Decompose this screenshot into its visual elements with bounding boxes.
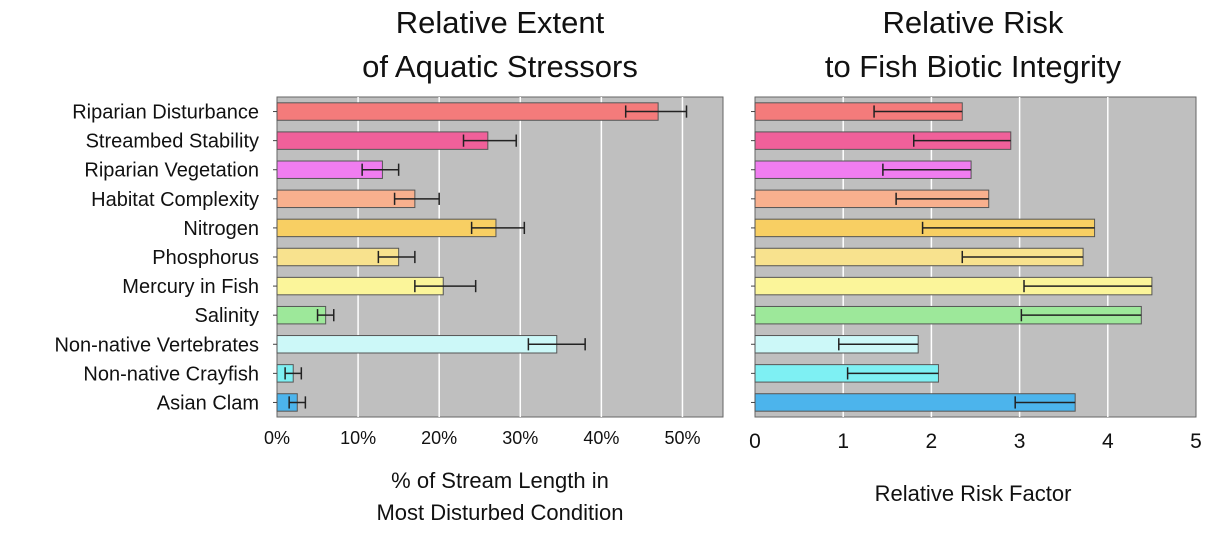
chart1-category-label: Riparian Vegetation — [84, 160, 259, 182]
chart2-x-tick-label: 4 — [1102, 430, 1114, 453]
chart2-x-tick-label: 1 — [837, 430, 849, 453]
chart1-bar-non-native-vertebrates — [276, 335, 558, 354]
chart1-category-label: Non-native Vertebrates — [54, 334, 259, 356]
chart1-category-label: Nitrogen — [183, 218, 259, 240]
chart1-category-label: Non-native Crayfish — [83, 363, 259, 385]
chart1-x-tick-label: 20% — [421, 428, 457, 448]
chart1-x-tick-label: 40% — [583, 428, 619, 448]
chart1-category-label: Mercury in Fish — [122, 276, 259, 298]
chart2-x-tick-label: 2 — [926, 430, 938, 453]
chart2-x-axis-label: Relative Risk Factor — [875, 481, 1072, 506]
chart1-x-axis-label: Most Disturbed Condition — [376, 500, 623, 525]
chart2-x-tick-label: 0 — [749, 430, 761, 453]
chart1-category-label: Phosphorus — [152, 247, 259, 269]
chart2-title-line: to Fish Biotic Integrity — [825, 49, 1122, 84]
chart1-bar-streambed-stability — [276, 131, 489, 150]
chart2-x-tick-label: 5 — [1190, 430, 1202, 453]
chart1-category-label: Streambed Stability — [86, 131, 259, 153]
chart1-category-label: Salinity — [195, 305, 259, 327]
chart1-title-line: of Aquatic Stressors — [362, 49, 638, 84]
chart1-x-tick-label: 0% — [264, 428, 290, 448]
chart1-bar-riparian-disturbance — [276, 102, 659, 121]
chart2-x-tick-label: 3 — [1014, 430, 1026, 453]
chart1-category-label: Riparian Disturbance — [72, 102, 259, 124]
chart1-title-line: Relative Extent — [396, 5, 605, 40]
chart1-x-axis-label: % of Stream Length in — [391, 468, 609, 493]
chart1-category-label: Asian Clam — [157, 392, 259, 414]
chart1-x-tick-label: 30% — [502, 428, 538, 448]
chart1-x-tick-label: 10% — [340, 428, 376, 448]
chart2-title-line: Relative Risk — [883, 5, 1064, 40]
chart1-x-tick-label: 50% — [664, 428, 700, 448]
chart1-bar-nitrogen — [276, 218, 497, 238]
chart1-category-label: Habitat Complexity — [91, 189, 259, 211]
